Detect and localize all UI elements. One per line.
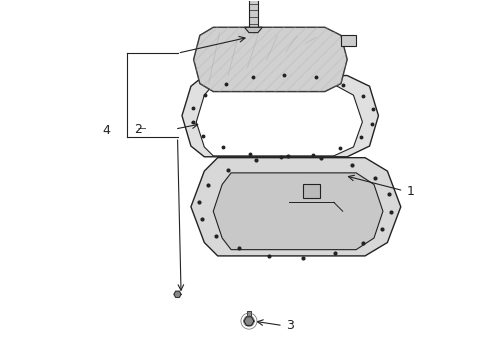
Polygon shape [196, 85, 362, 156]
Polygon shape [302, 184, 320, 198]
Polygon shape [190, 158, 400, 256]
Polygon shape [244, 317, 253, 325]
Text: —: — [137, 125, 145, 134]
Polygon shape [213, 173, 382, 249]
Polygon shape [182, 76, 378, 157]
Polygon shape [244, 27, 262, 33]
Text: 1: 1 [406, 185, 414, 198]
Polygon shape [174, 291, 181, 297]
Polygon shape [193, 27, 346, 91]
Text: 4: 4 [102, 125, 110, 138]
Text: 3: 3 [286, 319, 294, 332]
Text: 2: 2 [134, 123, 142, 136]
Polygon shape [248, 0, 257, 27]
Bar [246, 311, 250, 316]
Polygon shape [340, 35, 355, 46]
